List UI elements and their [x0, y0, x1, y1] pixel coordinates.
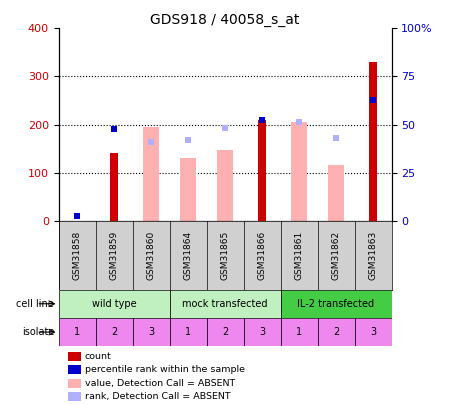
Bar — [207, 318, 243, 346]
Bar — [110, 153, 118, 221]
Text: percentile rank within the sample: percentile rank within the sample — [85, 365, 245, 374]
Text: GSM31866: GSM31866 — [257, 230, 266, 280]
Text: count: count — [85, 352, 111, 361]
Text: GSM31865: GSM31865 — [220, 230, 230, 280]
Bar — [258, 120, 266, 221]
Text: isolate: isolate — [22, 327, 54, 337]
Bar — [243, 318, 280, 346]
Text: 3: 3 — [370, 327, 376, 337]
Text: mock transfected: mock transfected — [182, 299, 268, 309]
Text: GSM31858: GSM31858 — [72, 230, 81, 280]
Bar — [328, 165, 344, 221]
Bar — [280, 290, 392, 318]
Text: wild type: wild type — [92, 299, 136, 309]
Bar — [170, 290, 280, 318]
Text: IL-2 transfected: IL-2 transfected — [297, 299, 374, 309]
Bar — [58, 290, 170, 318]
Bar — [280, 318, 318, 346]
Bar — [217, 149, 233, 221]
Text: 3: 3 — [148, 327, 154, 337]
Text: 2: 2 — [333, 327, 339, 337]
Text: GSM31861: GSM31861 — [294, 230, 303, 280]
Text: cell line: cell line — [16, 299, 54, 309]
Bar — [132, 318, 170, 346]
Text: value, Detection Call = ABSENT: value, Detection Call = ABSENT — [85, 379, 235, 388]
Text: 1: 1 — [296, 327, 302, 337]
Bar — [95, 318, 132, 346]
Bar — [355, 318, 392, 346]
Text: 2: 2 — [111, 327, 117, 337]
Text: 3: 3 — [259, 327, 265, 337]
Text: 1: 1 — [185, 327, 191, 337]
Bar — [180, 158, 196, 221]
Text: GSM31859: GSM31859 — [109, 230, 118, 280]
Text: 1: 1 — [74, 327, 80, 337]
Text: 2: 2 — [222, 327, 228, 337]
Bar — [291, 122, 307, 221]
Text: rank, Detection Call = ABSENT: rank, Detection Call = ABSENT — [85, 392, 230, 401]
Bar — [143, 127, 159, 221]
Text: GSM31862: GSM31862 — [332, 230, 341, 280]
Bar — [369, 62, 377, 221]
Text: GSM31864: GSM31864 — [184, 230, 193, 280]
Bar — [58, 318, 95, 346]
Text: GSM31860: GSM31860 — [147, 230, 156, 280]
Text: GSM31863: GSM31863 — [369, 230, 378, 280]
Bar — [318, 318, 355, 346]
Bar — [170, 318, 207, 346]
Title: GDS918 / 40058_s_at: GDS918 / 40058_s_at — [150, 13, 300, 27]
